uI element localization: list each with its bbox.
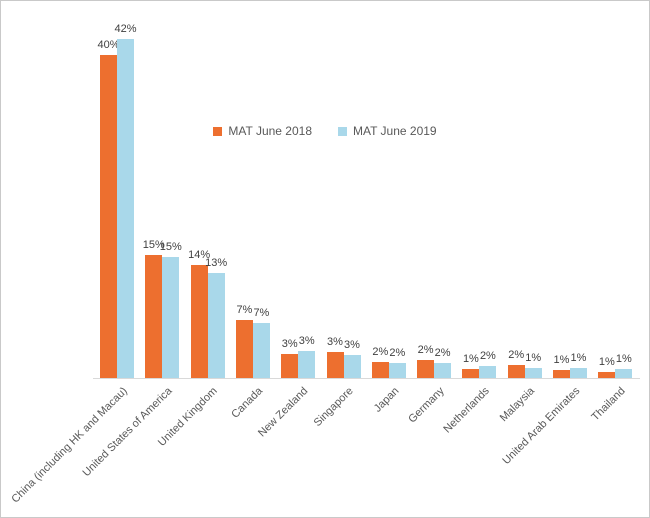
bar-netherlands-2019 xyxy=(479,365,497,378)
bar-singapore-2019 xyxy=(343,354,361,378)
legend-swatch-2019 xyxy=(338,126,347,136)
x-label-singapore: Singapore xyxy=(312,385,356,429)
x-label-japan: Japan xyxy=(371,385,402,415)
bar-label-netherlands-2019: 2% xyxy=(479,349,496,362)
bar-label-united-states-of-america-2018: 15% xyxy=(142,238,165,251)
bar-malaysia-2018 xyxy=(507,365,525,378)
bar-canada-2019 xyxy=(252,323,270,378)
bar-new-zealand-2018 xyxy=(281,353,299,378)
bar-label-united-states-of-america-2019: 15% xyxy=(159,240,182,253)
bar-label-japan-2018: 2% xyxy=(372,345,389,358)
legend: MAT June 2018 MAT June 2019 xyxy=(1,124,649,138)
bar-label-singapore-2019: 3% xyxy=(344,338,360,351)
bar-label-netherlands-2018: 1% xyxy=(462,353,479,366)
bar-thailand-2018 xyxy=(598,372,616,378)
x-label-united-arab-emirates: United Arab Emirates xyxy=(500,385,583,467)
bar-label-germany-2019: 2% xyxy=(434,347,451,360)
bar-united-states-of-america-2018 xyxy=(145,254,163,378)
bar-label-united-arab-emirates-2019: 1% xyxy=(570,352,587,365)
bar-japan-2019 xyxy=(388,363,406,378)
bar-label-malaysia-2019: 1% xyxy=(525,351,542,364)
bar-label-canada-2018: 7% xyxy=(236,303,253,316)
bar-china-including-hk-and-macau-2019 xyxy=(117,39,134,378)
x-label-netherlands: Netherlands xyxy=(441,385,492,436)
bar-label-thailand-2018: 1% xyxy=(598,356,615,369)
bar-label-china-including-hk-and-macau-2019: 42% xyxy=(114,23,137,36)
bar-label-canada-2019: 7% xyxy=(253,307,270,320)
legend-item-2018: MAT June 2018 xyxy=(213,124,312,138)
x-label-united-states-of-america: United States of America xyxy=(80,385,175,480)
bar-united-kingdom-2019 xyxy=(207,273,225,378)
bar-label-new-zealand-2019: 3% xyxy=(298,335,315,348)
x-label-thailand: Thailand xyxy=(589,385,628,424)
bar-china-including-hk-and-macau-2018 xyxy=(100,55,117,378)
bar-united-arab-emirates-2019 xyxy=(570,368,587,378)
bar-label-united-arab-emirates-2018: 1% xyxy=(553,353,570,366)
bar-japan-2018 xyxy=(371,361,389,378)
bar-thailand-2019 xyxy=(615,369,633,378)
bar-malaysia-2019 xyxy=(524,367,542,378)
bar-label-china-including-hk-and-macau-2018: 40% xyxy=(97,39,120,52)
bar-label-germany-2018: 2% xyxy=(417,344,434,357)
legend-item-2019: MAT June 2019 xyxy=(338,124,437,138)
legend-label-2018: MAT June 2018 xyxy=(228,124,312,138)
legend-label-2019: MAT June 2019 xyxy=(353,124,437,138)
x-label-malaysia: Malaysia xyxy=(498,385,538,425)
bar-canada-2018 xyxy=(235,319,253,378)
x-axis-line xyxy=(93,378,640,379)
bar-label-singapore-2018: 3% xyxy=(327,336,343,349)
bar-netherlands-2018 xyxy=(462,369,480,378)
bar-label-new-zealand-2018: 3% xyxy=(281,337,298,350)
bar-label-japan-2019: 2% xyxy=(389,347,406,360)
bar-germany-2018 xyxy=(417,360,435,378)
legend-swatch-2018 xyxy=(213,126,223,136)
bar-united-states-of-america-2019 xyxy=(162,256,180,378)
bar-label-united-kingdom-2018: 14% xyxy=(188,249,211,262)
bar-label-thailand-2019: 1% xyxy=(615,353,632,366)
x-label-germany: Germany xyxy=(406,385,447,426)
bar-germany-2019 xyxy=(434,363,452,378)
bar-singapore-2018 xyxy=(326,352,344,378)
bar-label-united-kingdom-2019: 13% xyxy=(205,257,228,270)
bar-new-zealand-2019 xyxy=(298,351,316,378)
x-label-canada: Canada xyxy=(229,385,266,421)
bar-united-kingdom-2018 xyxy=(190,265,208,378)
bar-united-arab-emirates-2018 xyxy=(553,369,570,378)
bar-label-malaysia-2018: 2% xyxy=(508,349,525,362)
